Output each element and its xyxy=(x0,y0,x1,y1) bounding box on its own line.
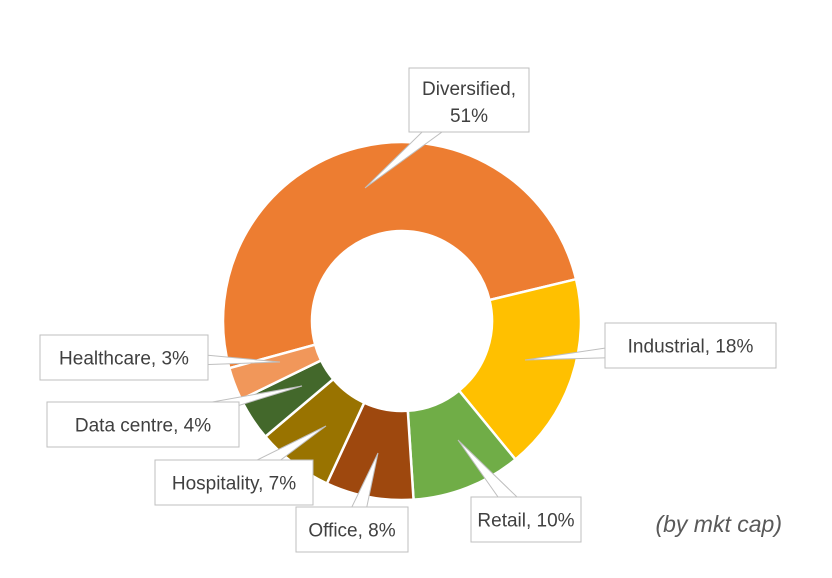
data-label: Healthcare, 3% xyxy=(59,349,189,370)
callout-office: Office, 8% xyxy=(295,452,409,553)
callout-box-fill xyxy=(156,461,312,504)
callout-retail: Retail, 10% xyxy=(457,439,582,543)
callout-hospitality: Hospitality, 7% xyxy=(154,425,327,506)
chart-note: (by mkt cap) xyxy=(655,511,782,537)
callout-box-fill xyxy=(606,324,775,367)
slice-diversified xyxy=(221,140,578,370)
callout-industrial: Industrial, 18% xyxy=(524,322,777,369)
data-label-value: 51% xyxy=(450,106,488,127)
callout-data-centre: Data centre, 4% xyxy=(46,385,303,448)
callout-box-fill xyxy=(410,69,528,131)
slice-industrial xyxy=(457,277,583,462)
data-label: Diversified, xyxy=(422,79,516,100)
data-label: Retail, 10% xyxy=(477,511,574,532)
slices-group xyxy=(221,140,583,502)
callouts-group: Diversified, 51% Industrial, 18% Retail, 10… xyxy=(39,67,777,553)
data-label: Hospitality, 7% xyxy=(172,474,296,495)
data-label: Data centre, 4% xyxy=(75,416,211,437)
callout-box-fill xyxy=(41,336,207,379)
callout-box-fill xyxy=(48,403,238,446)
callout-diversified: Diversified, 51% xyxy=(364,67,530,189)
data-label: Industrial, 18% xyxy=(628,337,754,358)
callout-box-fill xyxy=(297,508,407,551)
callout-box-fill xyxy=(472,498,580,541)
data-label: Office, 8% xyxy=(308,521,395,542)
slice-healthcare xyxy=(227,343,323,402)
callout-healthcare: Healthcare, 3% xyxy=(39,334,281,381)
